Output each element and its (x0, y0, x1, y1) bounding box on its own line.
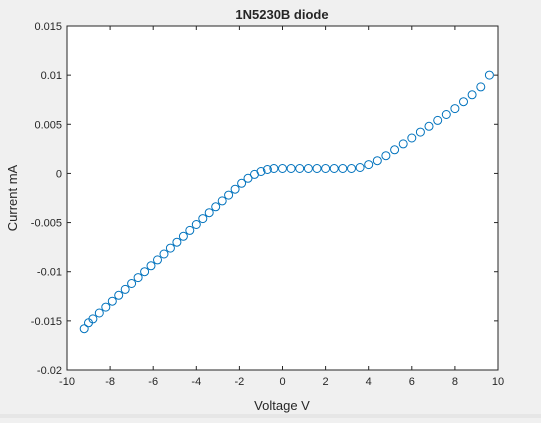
data-point (390, 145, 400, 155)
data-point (94, 308, 104, 318)
data-point (185, 225, 195, 235)
data-point (364, 160, 374, 170)
data-point (198, 214, 208, 224)
data-point (441, 110, 451, 119)
plot-area (67, 26, 498, 370)
x-tick-label: 2 (323, 376, 329, 388)
data-point (329, 164, 339, 173)
data-point (120, 284, 130, 294)
data-point (172, 237, 182, 247)
x-tick-label: 6 (409, 376, 415, 388)
y-tick-label: 0.01 (41, 70, 62, 82)
data-point (243, 173, 253, 183)
x-tick-label: 8 (452, 376, 458, 388)
x-tick-label: 10 (492, 376, 504, 388)
x-tick-label: 0 (279, 376, 285, 388)
data-point (433, 115, 443, 125)
data-point (237, 178, 247, 188)
data-point (88, 314, 98, 324)
data-point (262, 165, 272, 174)
data-point (338, 164, 348, 173)
data-point (127, 279, 137, 288)
data-point (153, 255, 162, 265)
data-point (101, 302, 111, 312)
x-tick-label: -4 (191, 376, 201, 388)
data-point (372, 156, 382, 166)
data-point (140, 267, 150, 277)
data-point (133, 273, 143, 283)
data-point (224, 190, 234, 200)
data-point (347, 164, 356, 173)
data-point (165, 243, 175, 253)
data-point (191, 220, 201, 229)
data-point (467, 90, 477, 100)
x-axis-label: Voltage V (254, 398, 310, 413)
data-point (295, 164, 305, 173)
data-point (303, 164, 313, 173)
window-bottom-edge (0, 414, 541, 418)
x-tick-label: -10 (59, 376, 75, 388)
data-point (159, 249, 169, 259)
data-point (321, 164, 331, 173)
data-point (407, 133, 417, 143)
data-point (459, 97, 468, 107)
x-tick-label: -6 (148, 376, 158, 388)
data-point (211, 202, 221, 212)
data-point (114, 290, 124, 300)
y-tick-label: 0.015 (34, 21, 62, 33)
y-tick-label: -0.015 (31, 316, 62, 328)
data-point (355, 163, 365, 172)
data-point (217, 196, 227, 206)
data-point (79, 324, 89, 334)
data-point (286, 164, 296, 173)
y-tick-label: -0.005 (31, 218, 62, 230)
chart-title: 1N5230B diode (235, 7, 328, 22)
data-point (278, 164, 287, 173)
data-point (146, 261, 156, 271)
data-point (476, 82, 486, 92)
data-point (398, 139, 408, 149)
data-point (107, 296, 117, 306)
data-point (269, 164, 279, 173)
y-tick-label: -0.02 (37, 365, 62, 377)
data-point (484, 70, 494, 80)
y-axis-label: Current mA (5, 164, 20, 231)
data-point (178, 231, 188, 241)
y-tick-label: -0.01 (37, 267, 62, 279)
data-point (424, 121, 434, 131)
data-point (381, 151, 391, 161)
data-point (256, 167, 266, 176)
y-tick-label: 0 (56, 168, 62, 180)
data-point (204, 208, 214, 218)
y-tick-label: 0.005 (34, 119, 62, 131)
data-point (415, 127, 425, 137)
data-point (312, 164, 322, 173)
x-tick-label: -8 (105, 376, 115, 388)
data-points (79, 70, 494, 334)
data-point (450, 104, 460, 114)
x-tick-label: -2 (235, 376, 245, 388)
x-tick-label: 4 (366, 376, 372, 388)
data-point (230, 184, 240, 194)
axes: -10 -8 -6 -4 -2 0 2 4 6 8 10 -0.02 -0.015 -0.01 -0.005… (31, 21, 504, 388)
